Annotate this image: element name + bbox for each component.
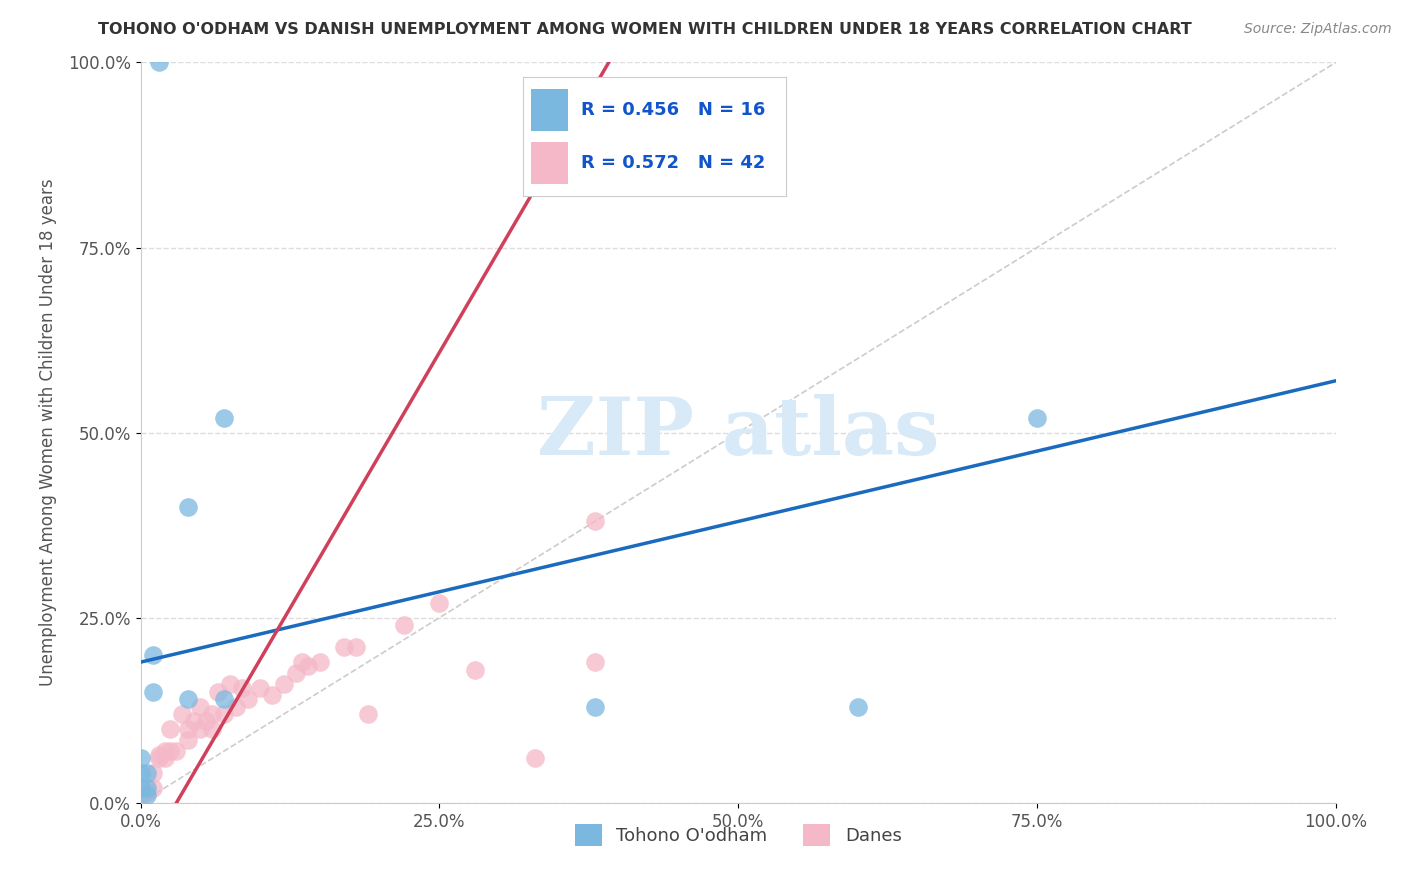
Point [214,692,236,706]
Point [249,681,271,695]
Point [231,681,253,695]
Point [129,789,152,803]
Point [219,677,242,691]
Point [135,785,157,799]
Point [135,789,157,803]
Point [236,692,259,706]
Point [427,596,450,610]
Point [195,714,218,729]
Point [284,666,308,681]
Point [183,714,205,729]
Point [214,706,236,721]
Point [201,722,224,736]
Point [201,706,224,721]
Point [225,699,247,714]
Point [141,766,163,780]
Point [159,744,181,758]
Point [309,655,332,669]
Point [583,699,606,714]
Point [129,766,152,780]
Point [148,751,170,765]
Point [273,677,295,691]
Point [583,515,606,529]
Point [129,780,152,795]
Point [464,663,486,677]
Point [207,685,229,699]
Point [214,410,236,425]
Point [148,55,170,70]
Point [153,751,176,765]
Point [159,722,181,736]
Point [153,744,176,758]
Point [333,640,356,655]
Point [392,618,415,632]
Point [262,689,284,703]
Point [141,685,163,699]
Point [846,699,869,714]
Point [166,744,188,758]
Point [141,648,163,662]
Point [141,780,163,795]
Point [135,766,157,780]
Point [357,706,380,721]
Point [188,722,212,736]
Point [135,780,157,795]
Point [188,699,212,714]
Y-axis label: Unemployment Among Women with Children Under 18 years: Unemployment Among Women with Children U… [39,178,56,687]
Point [344,640,367,655]
Text: Source: ZipAtlas.com: Source: ZipAtlas.com [1244,22,1392,37]
Point [172,706,194,721]
Point [177,732,200,747]
Point [524,751,547,765]
Text: TOHONO O'ODHAM VS DANISH UNEMPLOYMENT AMONG WOMEN WITH CHILDREN UNDER 18 YEARS C: TOHONO O'ODHAM VS DANISH UNEMPLOYMENT AM… [98,22,1192,37]
Point [177,722,200,736]
Point [297,658,319,673]
Point [291,655,314,669]
Point [129,751,152,765]
Point [1026,410,1049,425]
Point [177,692,200,706]
Point [177,500,200,514]
Legend: Tohono O'odham, Danes: Tohono O'odham, Danes [568,816,908,853]
Text: ZIP atlas: ZIP atlas [537,393,939,472]
Point [583,655,606,669]
Point [148,747,170,762]
